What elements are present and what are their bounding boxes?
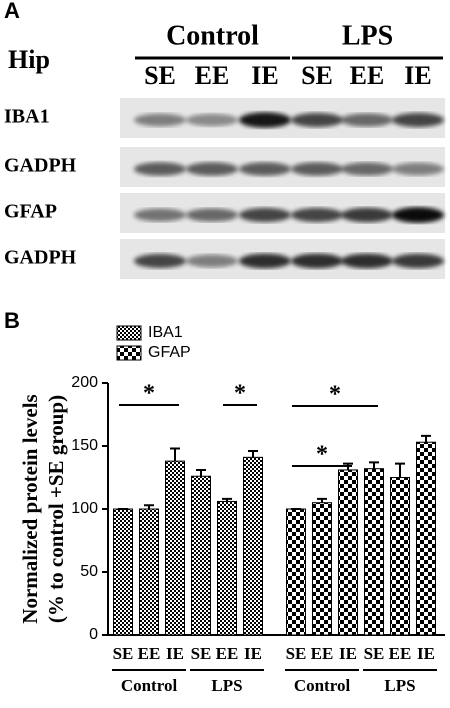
- row-label: GADPH: [4, 247, 77, 269]
- blot-band: [291, 207, 343, 223]
- y-axis-label: Normalized protein levels: [18, 394, 42, 623]
- bar: [165, 460, 185, 636]
- significance-mark: *: [143, 381, 155, 407]
- lane-label: IE: [404, 61, 431, 90]
- error-bar: [317, 497, 327, 503]
- error-bar: [369, 461, 379, 469]
- bar: [139, 508, 159, 636]
- tissue-label: Hip: [8, 45, 50, 74]
- bar: [390, 477, 410, 636]
- significance-mark: *: [329, 382, 341, 408]
- error-bar: [248, 450, 258, 458]
- blot-band: [134, 253, 186, 269]
- group-label: LPS: [342, 20, 393, 51]
- blot-band: [392, 112, 444, 128]
- lane-label: EE: [195, 61, 230, 90]
- row-label: GADPH: [4, 155, 77, 177]
- blot-band: [239, 162, 291, 176]
- blot-band: [291, 162, 343, 176]
- bar: [286, 508, 306, 636]
- blot-band: [239, 253, 291, 269]
- blot-band: [341, 162, 393, 176]
- group-label: Control: [294, 676, 351, 695]
- lane-label: IE: [251, 61, 278, 90]
- error-bar: [421, 434, 431, 443]
- y-tick-label: 0: [89, 626, 98, 643]
- legend-swatch: [116, 325, 142, 341]
- blot-band: [341, 253, 393, 269]
- significance-mark: *: [316, 442, 328, 468]
- blot-band: [239, 207, 291, 223]
- blot-band: [392, 207, 444, 223]
- blot-band: [239, 112, 291, 128]
- lane-label: SE: [301, 61, 333, 90]
- blot-band: [392, 253, 444, 269]
- y-tick-label: 200: [71, 374, 98, 391]
- significance-mark: *: [234, 381, 246, 407]
- error-bar: [222, 497, 232, 502]
- x-tick-label: IE: [166, 644, 184, 663]
- blot-band: [134, 113, 186, 127]
- group-label: LPS: [384, 676, 415, 695]
- x-tick-label: IE: [417, 644, 435, 663]
- bar: [312, 502, 332, 636]
- x-tick-label: SE: [113, 644, 134, 663]
- x-tick-label: EE: [216, 644, 239, 663]
- error-bar: [196, 468, 206, 477]
- group-label: LPS: [211, 676, 242, 695]
- blot-band: [186, 254, 238, 268]
- x-tick-label: EE: [138, 644, 161, 663]
- x-tick-label: IE: [244, 644, 262, 663]
- bar: [364, 468, 384, 636]
- x-tick-label: EE: [311, 644, 334, 663]
- panel-label: A: [4, 0, 20, 23]
- x-tick-label: EE: [389, 644, 412, 663]
- blot-band: [134, 162, 186, 176]
- group-label: Control: [121, 676, 178, 695]
- blot-band: [186, 162, 238, 176]
- y-tick-label: 100: [71, 500, 98, 517]
- bar: [338, 469, 358, 636]
- y-tick-label: 150: [71, 437, 98, 454]
- bar: [243, 456, 263, 636]
- x-tick-label: SE: [364, 644, 385, 663]
- bar: [191, 475, 211, 636]
- bar: [416, 441, 436, 636]
- x-tick-label: SE: [191, 644, 212, 663]
- panel-label: B: [4, 308, 20, 333]
- blot-band: [186, 208, 238, 222]
- legend-label: IBA1: [148, 324, 183, 341]
- error-bar: [144, 504, 154, 509]
- chart-panel: B Normalized protein levels (% to control…: [4, 308, 445, 695]
- blot-band: [291, 112, 343, 128]
- legend-label: GFAP: [148, 344, 191, 361]
- error-bar: [395, 462, 405, 478]
- blot-band: [134, 208, 186, 222]
- blot-band: [341, 207, 393, 223]
- lane-label: SE: [144, 61, 176, 90]
- bar: [113, 508, 133, 636]
- x-tick-label: IE: [339, 644, 357, 663]
- bar: [217, 500, 237, 636]
- blot-band: [291, 253, 343, 269]
- blot-band: [186, 113, 238, 127]
- group-label: Control: [166, 20, 259, 51]
- blot-panel: A Hip Control LPS SE EE IE SE EE IE IBA1 GADPH GFA…: [4, 0, 445, 279]
- y-tick-label: 50: [80, 563, 98, 580]
- x-tick-label: SE: [286, 644, 307, 663]
- legend-swatch: [116, 345, 142, 361]
- error-bar: [170, 447, 180, 462]
- row-label: IBA1: [4, 106, 50, 128]
- row-label: GFAP: [4, 201, 57, 223]
- blot-band: [392, 162, 444, 176]
- y-axis-label: (% to control +SE group): [44, 395, 68, 623]
- lane-label: EE: [350, 61, 385, 90]
- blot-band: [341, 113, 393, 127]
